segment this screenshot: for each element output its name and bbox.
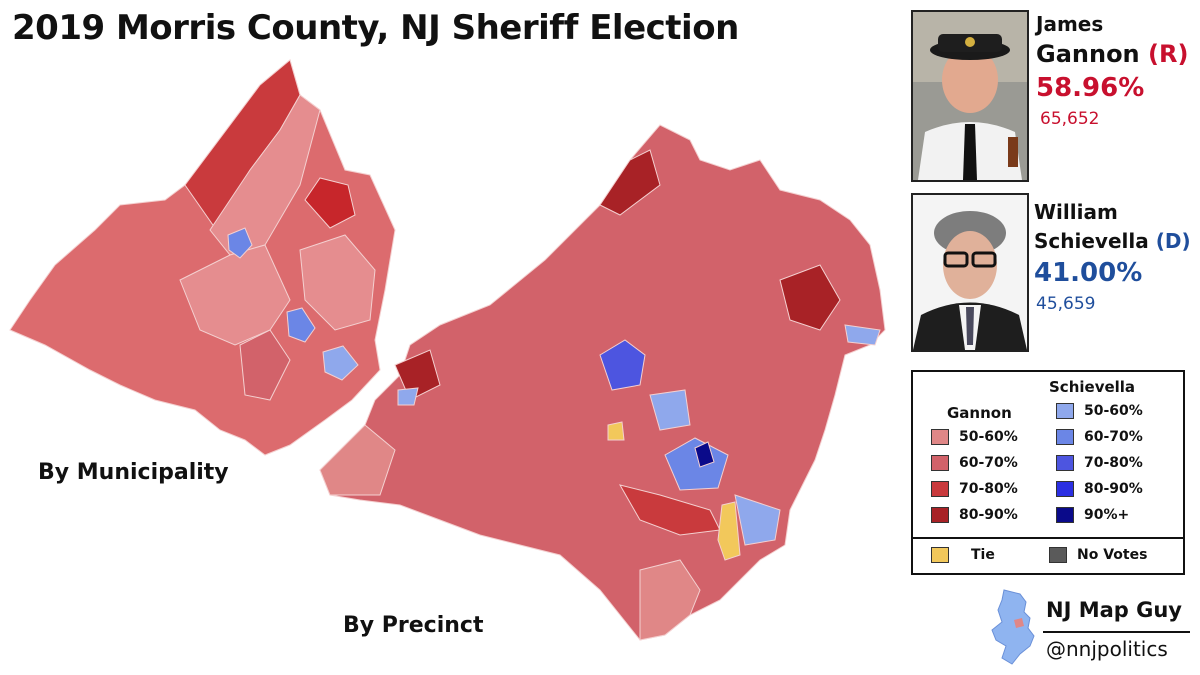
legend-label: 70-80% [1084, 455, 1143, 471]
precinct-blue-light-c [734, 494, 781, 546]
candidate-last-name-text: Schievella [1034, 229, 1149, 253]
municipality-blue-b [286, 307, 316, 343]
brand-handle: @nnjpolitics [1046, 637, 1168, 661]
candidate-party: (R) [1148, 40, 1189, 68]
legend-item-schievella-50-60: 50-60% [1056, 402, 1143, 420]
legend-swatch [1056, 455, 1074, 471]
legend-item-no-votes: No Votes [1049, 546, 1147, 564]
legend-swatch [1056, 507, 1074, 523]
candidate-votes: 45,659 [1036, 294, 1096, 314]
precinct-map [319, 124, 886, 641]
candidate-first-name: James [1036, 12, 1104, 36]
municipality-map-label: By Municipality [38, 460, 229, 485]
candidate-last-name: Schievella (D) [1034, 229, 1191, 253]
legend-item-gannon-70-80: 70-80% [931, 480, 1018, 498]
precinct-dark-west [394, 349, 441, 401]
legend-item-gannon-80-90: 80-90% [931, 506, 1018, 524]
candidate-percent: 58.96% [1036, 73, 1145, 103]
legend-schievella-header: Schievella [1049, 378, 1136, 396]
legend-item-schievella-90-plus: 90%+ [1056, 506, 1129, 524]
legend-label: 60-70% [959, 455, 1018, 471]
legend-label: 50-60% [959, 429, 1018, 445]
legend-swatch [931, 507, 949, 523]
precinct-map-label: By Precinct [343, 613, 484, 638]
brand-name: NJ Map Guy [1046, 598, 1182, 622]
candidate-photo-schievella [911, 193, 1029, 352]
legend-label: 50-60% [1084, 403, 1143, 419]
legend-swatch [931, 429, 949, 445]
legend-label: 90%+ [1084, 507, 1130, 523]
legend-swatch [931, 547, 949, 563]
precinct-light-west [319, 424, 396, 496]
person-icon [913, 195, 1027, 350]
legend-label: Tie [971, 547, 995, 563]
legend-item-tie: Tie [931, 546, 995, 564]
legend-item-schievella-60-70: 60-70% [1056, 428, 1143, 446]
municipality-blue-a [227, 227, 253, 259]
municipality-map [9, 59, 396, 456]
municipality-light-region-c [299, 234, 376, 331]
precinct-blue-light-b [844, 324, 881, 346]
candidate-last-name: Gannon (R) [1036, 40, 1188, 68]
candidate-first-name: William [1034, 200, 1118, 224]
legend-swatch [1056, 481, 1074, 497]
candidate-votes: 65,652 [1040, 109, 1100, 129]
candidate-last-name-text: Gannon [1036, 40, 1140, 68]
precinct-dark-east [779, 264, 841, 331]
legend-swatch [1056, 403, 1074, 419]
municipality-dark-region [304, 177, 356, 229]
precinct-blue-light-d [397, 387, 419, 406]
legend-swatch [1049, 547, 1067, 563]
precinct-light-south [639, 559, 701, 641]
maps-canvas [9, 59, 886, 641]
legend: Gannon Schievella 50-60% 60-70% 70-80% 8… [911, 370, 1185, 575]
precinct-blue-cluster-b [664, 437, 729, 491]
legend-label: 70-80% [959, 481, 1018, 497]
legend-swatch [931, 481, 949, 497]
page-title: 2019 Morris County, NJ Sheriff Election [12, 8, 739, 48]
nj-state-icon [991, 589, 1035, 665]
precinct-blue-light-a [649, 389, 691, 431]
legend-item-schievella-70-80: 70-80% [1056, 454, 1143, 472]
legend-swatch [931, 455, 949, 471]
precinct-blue-cluster-a [599, 339, 646, 391]
candidate-party: (D) [1155, 229, 1191, 253]
legend-label: No Votes [1077, 547, 1148, 563]
precinct-tie-b [607, 421, 625, 441]
brand-divider [1043, 631, 1190, 633]
legend-swatch [1056, 429, 1074, 445]
precinct-tie-a [717, 501, 741, 561]
legend-label: 60-70% [1084, 429, 1143, 445]
legend-label: 80-90% [1084, 481, 1143, 497]
legend-divider [913, 537, 1183, 539]
legend-label: 80-90% [959, 507, 1018, 523]
legend-item-gannon-50-60: 50-60% [931, 428, 1018, 446]
municipality-blue-c [322, 345, 359, 381]
municipality-mid-region [239, 329, 291, 401]
precinct-blue-90plus [694, 441, 715, 468]
person-icon [913, 12, 1027, 180]
legend-gannon-header: Gannon [947, 404, 1012, 422]
candidate-photo-gannon [911, 10, 1029, 182]
legend-item-schievella-80-90: 80-90% [1056, 480, 1143, 498]
precinct-north-dark [599, 149, 661, 216]
candidate-percent: 41.00% [1034, 258, 1143, 288]
legend-item-gannon-60-70: 60-70% [931, 454, 1018, 472]
